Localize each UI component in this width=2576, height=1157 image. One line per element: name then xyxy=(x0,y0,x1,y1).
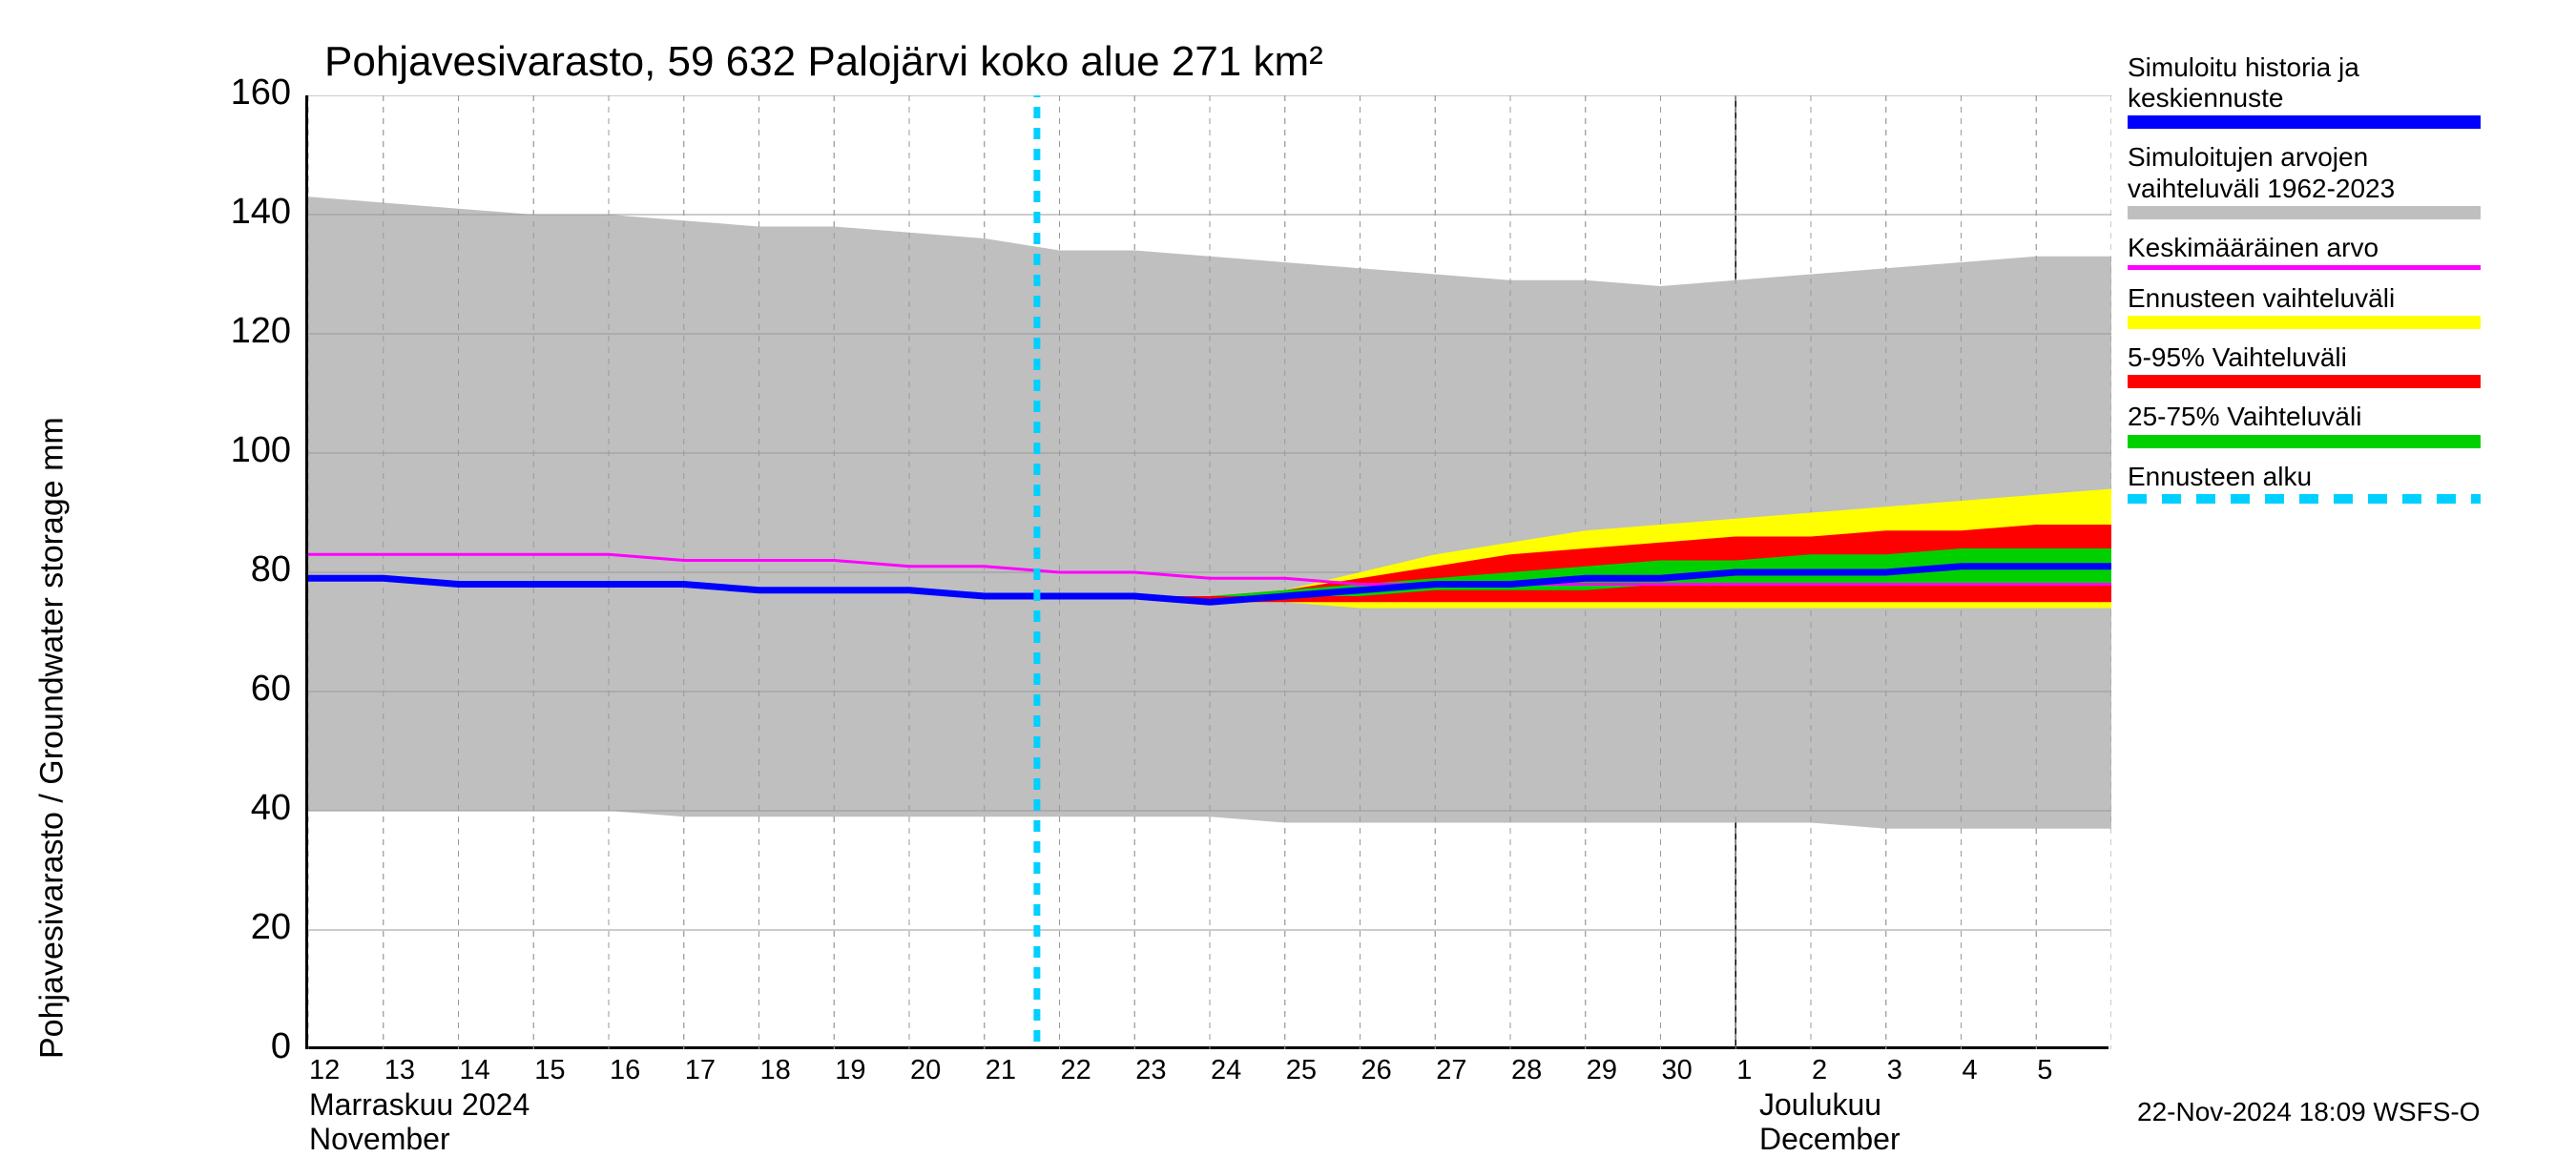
plot-svg xyxy=(308,95,2111,1049)
x-tick-label: 1 xyxy=(1736,1055,1752,1086)
x-tick-label: 5 xyxy=(2037,1055,2052,1086)
legend-label: Ennusteen vaihteluväli xyxy=(2128,283,2481,314)
legend-entry: Simuloitujen arvojenvaihteluväli 1962-20… xyxy=(2128,142,2481,218)
x-tick-label: 13 xyxy=(384,1055,415,1086)
legend-label: 25-75% Vaihteluväli xyxy=(2128,402,2481,432)
legend-label: Simuloitu historia jakeskiennuste xyxy=(2128,52,2481,114)
plot-area xyxy=(305,95,2109,1049)
y-tick-label: 40 xyxy=(200,788,291,829)
legend-entry: Simuloitu historia jakeskiennuste xyxy=(2128,52,2481,129)
legend-entry: Ennusteen alku xyxy=(2128,462,2481,504)
x-tick-label: 19 xyxy=(835,1055,865,1086)
x-tick-label: 2 xyxy=(1812,1055,1827,1086)
chart-root: Pohjavesivarasto / Groundwater storage m… xyxy=(0,0,2576,1145)
month-label-fi: Joulukuu xyxy=(1759,1087,1881,1123)
legend-label: 5-95% Vaihteluväli xyxy=(2128,342,2481,373)
legend-swatch xyxy=(2128,115,2481,129)
x-tick-label: 12 xyxy=(309,1055,340,1086)
footer-timestamp: 22-Nov-2024 18:09 WSFS-O xyxy=(2137,1097,2481,1127)
legend-entry: 25-75% Vaihteluväli xyxy=(2128,402,2481,447)
y-tick-label: 20 xyxy=(200,907,291,948)
x-tick-label: 18 xyxy=(760,1055,791,1086)
legend-entry: Ennusteen vaihteluväli xyxy=(2128,283,2481,329)
legend-swatch xyxy=(2128,435,2481,448)
month-label-fi: Marraskuu 2024 xyxy=(309,1087,530,1123)
chart-title: Pohjavesivarasto, 59 632 Palojärvi koko … xyxy=(324,38,1323,86)
x-tick-label: 27 xyxy=(1436,1055,1466,1086)
x-tick-label: 22 xyxy=(1061,1055,1091,1086)
x-tick-label: 4 xyxy=(1963,1055,1978,1086)
x-tick-label: 21 xyxy=(986,1055,1016,1086)
legend-entry: 5-95% Vaihteluväli xyxy=(2128,342,2481,388)
y-tick-label: 160 xyxy=(200,72,291,114)
x-tick-label: 3 xyxy=(1887,1055,1902,1086)
legend: Simuloitu historia jakeskiennuste Simuloi… xyxy=(2128,52,2481,517)
x-tick-label: 15 xyxy=(534,1055,565,1086)
month-label-en: November xyxy=(309,1122,450,1157)
x-tick-label: 25 xyxy=(1286,1055,1317,1086)
legend-label: Keskimääräinen arvo xyxy=(2128,233,2481,263)
legend-swatch xyxy=(2128,316,2481,329)
y-tick-label: 140 xyxy=(200,192,291,233)
legend-label: Simuloitujen arvojenvaihteluväli 1962-20… xyxy=(2128,142,2481,203)
x-tick-label: 24 xyxy=(1211,1055,1241,1086)
x-tick-label: 14 xyxy=(460,1055,490,1086)
y-tick-label: 60 xyxy=(200,669,291,710)
y-tick-label: 80 xyxy=(200,549,291,590)
y-tick-label: 100 xyxy=(200,430,291,471)
legend-entry: Keskimääräinen arvo xyxy=(2128,233,2481,270)
y-tick-label: 120 xyxy=(200,311,291,352)
x-tick-label: 30 xyxy=(1662,1055,1693,1086)
x-tick-label: 28 xyxy=(1511,1055,1542,1086)
x-tick-label: 17 xyxy=(685,1055,716,1086)
legend-swatch xyxy=(2128,206,2481,219)
legend-label: Ennusteen alku xyxy=(2128,462,2481,492)
y-axis-label: Pohjavesivarasto / Groundwater storage m… xyxy=(34,417,72,1059)
legend-swatch xyxy=(2128,265,2481,270)
legend-swatch xyxy=(2128,375,2481,388)
legend-swatch xyxy=(2128,494,2481,504)
x-tick-label: 29 xyxy=(1587,1055,1617,1086)
x-tick-label: 23 xyxy=(1135,1055,1166,1086)
y-tick-label: 0 xyxy=(200,1026,291,1067)
x-tick-label: 20 xyxy=(910,1055,941,1086)
month-label-en: December xyxy=(1759,1122,1901,1157)
x-tick-label: 26 xyxy=(1361,1055,1392,1086)
x-tick-label: 16 xyxy=(610,1055,640,1086)
